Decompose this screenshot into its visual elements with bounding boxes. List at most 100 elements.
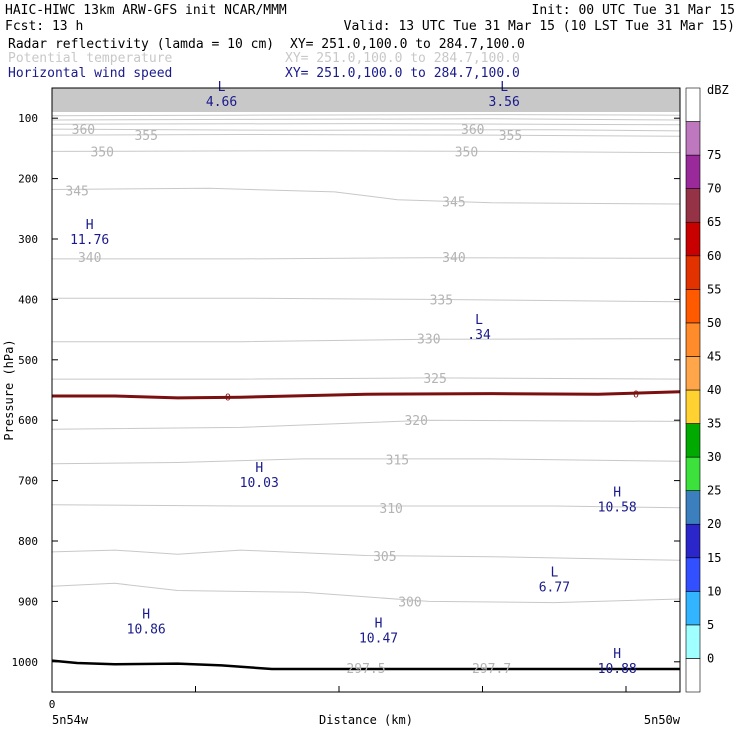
theta-contour bbox=[51, 123, 681, 126]
header-title: HAIC-HIWC 13km ARW-GFS init NCAR/MMM bbox=[5, 3, 287, 18]
theta-contour bbox=[51, 187, 681, 205]
theta-contour bbox=[51, 582, 681, 604]
theta-contour bbox=[51, 114, 681, 117]
potential-temperature-contours bbox=[51, 114, 681, 604]
theta-labels: 360 355 350 345 340 360 355 350 345 340 335 330 325 3… bbox=[65, 123, 522, 677]
x-axis-label: Distance (km) bbox=[319, 713, 413, 727]
colorbar-swatch bbox=[685, 490, 701, 525]
theta-label: 355 bbox=[134, 129, 157, 144]
theta-contour bbox=[51, 504, 681, 509]
colorbar-swatch bbox=[685, 389, 701, 424]
colorbar-swatch bbox=[685, 523, 701, 559]
wind-extremum-value: 10.03 bbox=[240, 476, 279, 491]
colorbar-label: 15 bbox=[707, 551, 721, 565]
colorbar-title: dBZ bbox=[707, 83, 729, 97]
y-tick-label: 800 bbox=[18, 535, 38, 548]
x-axis bbox=[51, 686, 627, 692]
colorbar-label: 30 bbox=[707, 450, 721, 464]
wind-extremum-mark: L bbox=[550, 565, 558, 580]
colorbar-swatch bbox=[685, 87, 701, 122]
field-wind-name: Horizontal wind speed bbox=[8, 66, 172, 81]
theta-label: 330 bbox=[417, 333, 440, 348]
wind-extremum-mark: H bbox=[142, 608, 150, 623]
theta-contour bbox=[51, 128, 681, 132]
wind-extremum-value: 4.66 bbox=[206, 95, 237, 110]
theta-contour bbox=[52, 377, 681, 380]
colorbar-swatch bbox=[685, 658, 701, 693]
theta-contour bbox=[52, 297, 681, 303]
theta-contour bbox=[51, 118, 681, 121]
colorbar-label: 55 bbox=[707, 282, 721, 296]
wind-extremum-mark: H bbox=[613, 647, 621, 662]
theta-label: 360 bbox=[72, 123, 95, 138]
x-axis-zero-label: 0 bbox=[49, 698, 56, 711]
colorbar-swatch bbox=[685, 322, 701, 357]
surface-line bbox=[51, 659, 680, 671]
colorbar-swatch bbox=[685, 188, 701, 223]
theta-label: 335 bbox=[430, 293, 453, 308]
y-axis: 100 200 300 400 500 600 700 800 900 1000 bbox=[12, 112, 680, 669]
field-theta-xy: XY= 251.0,100.0 to 284.7,100.0 bbox=[285, 51, 520, 66]
theta-contour bbox=[51, 458, 681, 465]
y-tick-label: 200 bbox=[18, 173, 38, 186]
x-axis-start-label: 5n54w bbox=[52, 713, 89, 727]
wind-extremum-value: 10.88 bbox=[598, 662, 637, 677]
colorbar-label: 65 bbox=[707, 215, 721, 229]
colorbar-label: 70 bbox=[707, 182, 721, 196]
wind-extremum-value: 10.58 bbox=[598, 501, 637, 516]
colorbar-label: 75 bbox=[707, 148, 721, 162]
colorbar-swatch bbox=[685, 557, 701, 592]
theta-contour bbox=[51, 150, 681, 154]
field-theta-name: Potential temperature bbox=[8, 51, 173, 66]
colorbar-label: 45 bbox=[707, 349, 721, 363]
wind-extremum-value: 11.76 bbox=[70, 233, 109, 248]
colorbar-label: 10 bbox=[707, 584, 721, 598]
field-reflectivity-name: Radar reflectivity (lamda = 10 cm) bbox=[8, 37, 274, 52]
wind-extremum-mark: L bbox=[475, 313, 483, 328]
theta-label: 355 bbox=[499, 129, 522, 144]
wind-extremum-mark: H bbox=[375, 617, 383, 632]
header-fcst: Fcst: 13 h bbox=[5, 19, 83, 34]
theta-contour bbox=[52, 257, 681, 260]
zero-contour-label: 0 bbox=[225, 393, 231, 404]
theta-label: 325 bbox=[423, 372, 446, 387]
wind-extremum-mark: H bbox=[613, 486, 621, 501]
colorbar-label: 35 bbox=[707, 417, 721, 431]
theta-contour bbox=[51, 133, 681, 137]
y-tick-label: 900 bbox=[18, 595, 38, 608]
colorbar-label: 25 bbox=[707, 484, 721, 498]
field-reflectivity-xy: XY= 251.0,100.0 to 284.7,100.0 bbox=[290, 37, 525, 52]
colorbar-swatch bbox=[685, 255, 701, 290]
plot-frame bbox=[51, 87, 681, 693]
theta-label: 340 bbox=[78, 251, 101, 266]
theta-label: 297.7 bbox=[472, 662, 511, 677]
colorbar-label: 5 bbox=[707, 618, 714, 632]
wind-extremum-value: 10.47 bbox=[359, 632, 398, 647]
theta-label: 340 bbox=[442, 251, 465, 266]
colorbar-swatch bbox=[685, 154, 701, 189]
theta-label: 360 bbox=[461, 123, 484, 138]
theta-label: 305 bbox=[373, 550, 396, 565]
model-top-shading bbox=[52, 88, 680, 112]
header-init: Init: 00 UTC Tue 31 Mar 15 bbox=[532, 3, 736, 18]
zero-contour-label: 0 bbox=[633, 390, 639, 401]
wind-extremum-value: 10.86 bbox=[127, 623, 166, 638]
wind-extremum-value: .34 bbox=[467, 328, 491, 343]
theta-label: 320 bbox=[404, 414, 427, 429]
reflectivity-colorbar: 0 5 10 15 20 25 30 35 40 45 50 55 60 65 70 75 bbox=[685, 87, 721, 693]
zero-contour-line bbox=[52, 390, 681, 400]
theta-label: 345 bbox=[65, 185, 88, 200]
colorbar-swatch bbox=[685, 624, 701, 659]
theta-label: 297.5 bbox=[346, 662, 385, 677]
y-tick-label: 500 bbox=[18, 354, 38, 367]
y-tick-label: 600 bbox=[18, 414, 38, 427]
y-tick-label: 1000 bbox=[12, 656, 39, 669]
colorbar-label: 50 bbox=[707, 316, 721, 330]
theta-contour bbox=[51, 419, 681, 430]
y-tick-label: 400 bbox=[18, 293, 38, 306]
colorbar-swatch bbox=[685, 121, 701, 156]
colorbar-swatch bbox=[685, 221, 701, 257]
colorbar-label: 40 bbox=[707, 383, 721, 397]
